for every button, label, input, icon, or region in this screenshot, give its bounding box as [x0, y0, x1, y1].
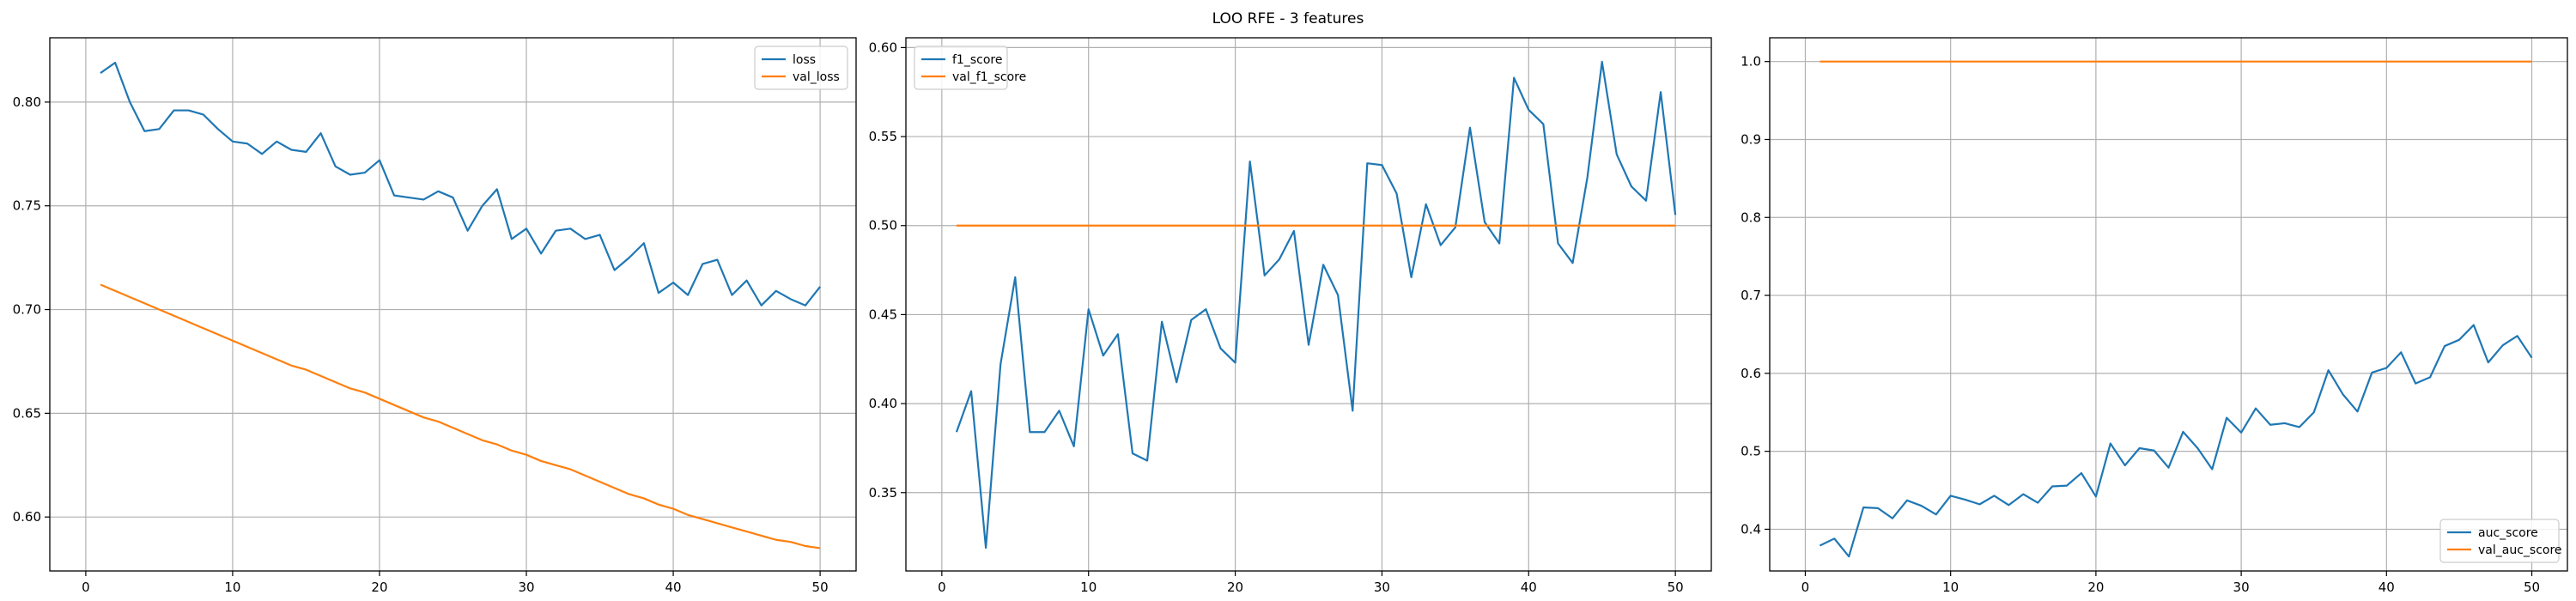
y-tick-label: 0.6 [1741, 366, 1761, 381]
x-tick-label: 40 [1521, 580, 1537, 595]
y-tick-label: 0.80 [13, 94, 41, 110]
y-tick-label: 0.4 [1741, 521, 1761, 537]
x-tick-label: 0 [938, 580, 946, 595]
axes-frame [49, 37, 857, 572]
x-tick-label: 20 [2087, 580, 2104, 595]
legend-label: val_loss [793, 70, 840, 84]
x-tick-label: 30 [2233, 580, 2250, 595]
x-tick-label: 30 [1374, 580, 1390, 595]
x-tick-label: 10 [1942, 580, 1959, 595]
series-line-auc_score [1819, 324, 2533, 558]
x-tick-label: 0 [82, 580, 90, 595]
legend-label: val_auc_score [2478, 543, 2562, 557]
y-tick-label: 0.5 [1741, 444, 1761, 459]
figure-suptitle: LOO RFE - 3 features [1212, 10, 1364, 27]
y-tick-label: 0.55 [869, 129, 897, 144]
legend: f1_score val_f1_score [914, 46, 1026, 90]
subplot-area: 0 10 20 30 40 500.600.650.700.750.80lossval_l… [13, 37, 2568, 595]
y-tick-label: 0.75 [13, 198, 41, 214]
series-line-val_loss [100, 283, 821, 549]
x-tick-label: 10 [224, 580, 240, 595]
y-tick-label: 0.60 [13, 509, 41, 525]
y-tick-label: 0.50 [869, 218, 897, 234]
legend-box [914, 46, 1008, 90]
y-tick-label: 0.70 [13, 302, 41, 318]
y-tick-label: 0.8 [1741, 209, 1761, 225]
y-tick-label: 1.0 [1741, 54, 1761, 70]
legend: auc_score val_auc_score [2439, 519, 2562, 563]
y-tick-label: 0.9 [1741, 131, 1761, 147]
y-tick-label: 0.65 [13, 405, 41, 421]
legend-box [754, 46, 848, 90]
x-tick-label: 50 [1668, 580, 1684, 595]
subplot-3: 0 10 20 30 40 50 0.4 0.5 0.6 0.7 0.8 0.9 1.0 auc_scor… [1741, 37, 2568, 595]
x-tick-label: 40 [2379, 580, 2395, 595]
x-tick-label: 50 [812, 580, 829, 595]
axes-frame [905, 37, 1712, 572]
legend-label: loss [793, 53, 816, 67]
legend-label: val_f1_score [952, 70, 1026, 84]
series-line-f1_score [955, 60, 1677, 549]
legend-box [2439, 519, 2560, 563]
x-tick-label: 30 [518, 580, 534, 595]
x-tick-label: 20 [1227, 580, 1243, 595]
y-tick-label: 0.7 [1741, 288, 1761, 303]
x-tick-label: 50 [2524, 580, 2540, 595]
subplot-1: 0 10 20 30 40 50 0.60 0.65 0.70 0.75 0.80 loss val_l… [13, 37, 857, 595]
x-tick-label: 0 [1801, 580, 1810, 595]
series-line-loss [100, 61, 821, 307]
y-tick-label: 0.45 [869, 307, 897, 322]
y-tick-label: 0.60 [869, 39, 897, 55]
subplot-2: 0 10 20 30 40 50 0.35 0.40 0.45 0.50 0.55 0.60 f1_sc… [869, 37, 1712, 595]
x-tick-label: 40 [665, 580, 682, 595]
axes-frame [1769, 37, 2568, 572]
legend: loss val_loss [754, 46, 848, 90]
legend-label: auc_score [2478, 526, 2538, 540]
y-tick-label: 0.35 [869, 485, 897, 501]
legend-label: f1_score [952, 53, 1002, 67]
x-tick-label: 10 [1080, 580, 1097, 595]
y-tick-label: 0.40 [869, 396, 897, 411]
x-tick-label: 20 [371, 580, 387, 595]
